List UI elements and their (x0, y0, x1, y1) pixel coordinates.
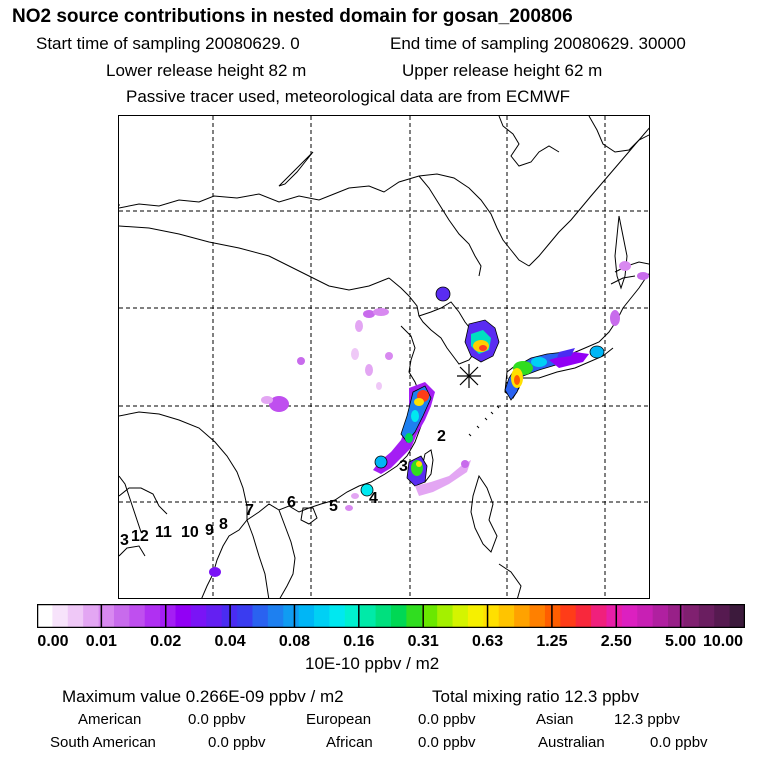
colorbar-swatch (575, 604, 592, 628)
colorbar (37, 604, 745, 628)
colorbar-swatch (298, 604, 315, 628)
colorbar-swatch (206, 604, 223, 628)
colorbar-swatch (283, 604, 300, 628)
colorbar-swatch (375, 604, 392, 628)
colorbar-swatch (144, 604, 161, 628)
map-panel: 2 3 4 5 6 7 8 9 10 11 12 3 (118, 115, 650, 599)
colorbar-swatch (129, 604, 146, 628)
colorbar-swatch (98, 604, 115, 628)
source-label-2: 2 (437, 428, 446, 445)
colorbar-tick-label: 0.04 (214, 633, 246, 650)
coastlines (119, 116, 649, 598)
colorbar-tick-label: 0.01 (85, 633, 117, 650)
region-name-asian: Asian (536, 711, 574, 728)
colorbar-tick-label: 0.08 (278, 633, 311, 650)
source-label-12: 12 (131, 528, 149, 545)
region-value-african: 0.0 ppbv (418, 734, 476, 751)
colorbar-swatch (360, 604, 377, 628)
max-value-label: Maximum value 0.266E-09 ppbv / m2 (62, 687, 344, 706)
colorbar-swatch (452, 604, 469, 628)
colorbar-swatch (529, 604, 546, 628)
colorbar-swatch (514, 604, 531, 628)
region-value-american: 0.0 ppbv (188, 711, 246, 728)
colorbar-unit-label: 10E-10 ppbv / m2 (305, 654, 440, 673)
source-label-10: 10 (181, 524, 199, 541)
region-name-european: European (306, 711, 372, 728)
colorbar-tick-label: 0.16 (343, 633, 375, 650)
colorbar-swatch (668, 604, 685, 628)
region-value-asian: 12.3 ppbv (614, 711, 680, 728)
colorbar-swatch (190, 604, 207, 628)
colorbar-swatch (52, 604, 69, 628)
colorbar-swatch (683, 604, 700, 628)
colorbar-swatch (175, 604, 192, 628)
colorbar-swatch (606, 604, 623, 628)
colorbar-tick-label: 5.00 (665, 633, 697, 650)
region-value-european: 0.0 ppbv (418, 711, 476, 728)
source-label-11: 11 (155, 524, 172, 541)
colorbar-swatch (344, 604, 361, 628)
source-label-3: 3 (399, 458, 408, 475)
region-value-south-american: 0.0 ppbv (208, 734, 266, 751)
concentration-plumes (209, 261, 649, 577)
lower-release-label: Lower release height 82 m (106, 61, 307, 80)
colorbar-swatch (67, 604, 84, 628)
colorbar-swatch (314, 604, 331, 628)
colorbar-swatch (160, 604, 177, 628)
colorbar-tick-label: 2.50 (600, 633, 632, 650)
colorbar-swatch (729, 604, 745, 628)
colorbar-swatch (421, 604, 438, 628)
colorbar-swatch (329, 604, 346, 628)
source-label-3b: 3 (120, 532, 129, 549)
region-name-african: African (326, 734, 373, 751)
colorbar-swatch (391, 604, 407, 628)
colorbar-swatch (267, 604, 284, 628)
colorbar-swatch (83, 604, 100, 628)
region-name-american: American (78, 711, 142, 728)
colorbar-swatch (252, 604, 269, 628)
start-time-label: Start time of sampling 20080629. 0 (36, 34, 300, 53)
source-label-9: 9 (205, 522, 214, 539)
colorbar-swatch (637, 604, 654, 628)
colorbar-swatch (37, 604, 53, 628)
colorbar-swatch (406, 604, 423, 628)
colorbar-swatch (544, 604, 561, 628)
info-line: Passive tracer used, meteorological data… (126, 87, 571, 106)
colorbar-svg (37, 604, 745, 628)
source-label-4: 4 (369, 490, 378, 507)
colorbar-swatch (621, 604, 638, 628)
region-name-south-american: South American (50, 734, 156, 751)
source-label-5: 5 (329, 498, 338, 515)
colorbar-swatch (437, 604, 454, 628)
colorbar-swatch (113, 604, 130, 628)
colorbar-swatch (467, 604, 484, 628)
colorbar-swatch (652, 604, 669, 628)
colorbar-tick-label: 0.63 (471, 633, 504, 650)
colorbar-swatch (560, 604, 577, 628)
colorbar-tick-label: 10.00 (702, 633, 744, 650)
colorbar-swatch (237, 604, 254, 628)
source-label-7: 7 (245, 502, 254, 519)
colorbar-tick-label: 0.00 (37, 633, 69, 650)
plot-title: NO2 source contributions in nested domai… (12, 6, 573, 27)
source-label-6: 6 (287, 494, 296, 511)
colorbar-swatch (698, 604, 715, 628)
colorbar-swatch (591, 604, 608, 628)
colorbar-tick-label: 0.31 (407, 633, 439, 650)
colorbar-swatch (714, 604, 731, 628)
colorbar-tick-label: 0.02 (150, 633, 182, 650)
region-name-australian: Australian (538, 734, 605, 751)
colorbar-swatch (498, 604, 515, 628)
receptor-star-icon (457, 364, 481, 388)
region-value-australian: 0.0 ppbv (650, 734, 708, 751)
upper-release-label: Upper release height 62 m (402, 61, 603, 80)
total-mixing-label: Total mixing ratio 12.3 ppbv (432, 687, 639, 706)
colorbar-tick-label: 1.25 (536, 633, 568, 650)
end-time-label: End time of sampling 20080629. 30000 (390, 34, 686, 53)
source-label-8: 8 (219, 516, 228, 533)
colorbar-swatch (483, 604, 500, 628)
map-svg (119, 116, 649, 598)
colorbar-border (37, 604, 745, 628)
